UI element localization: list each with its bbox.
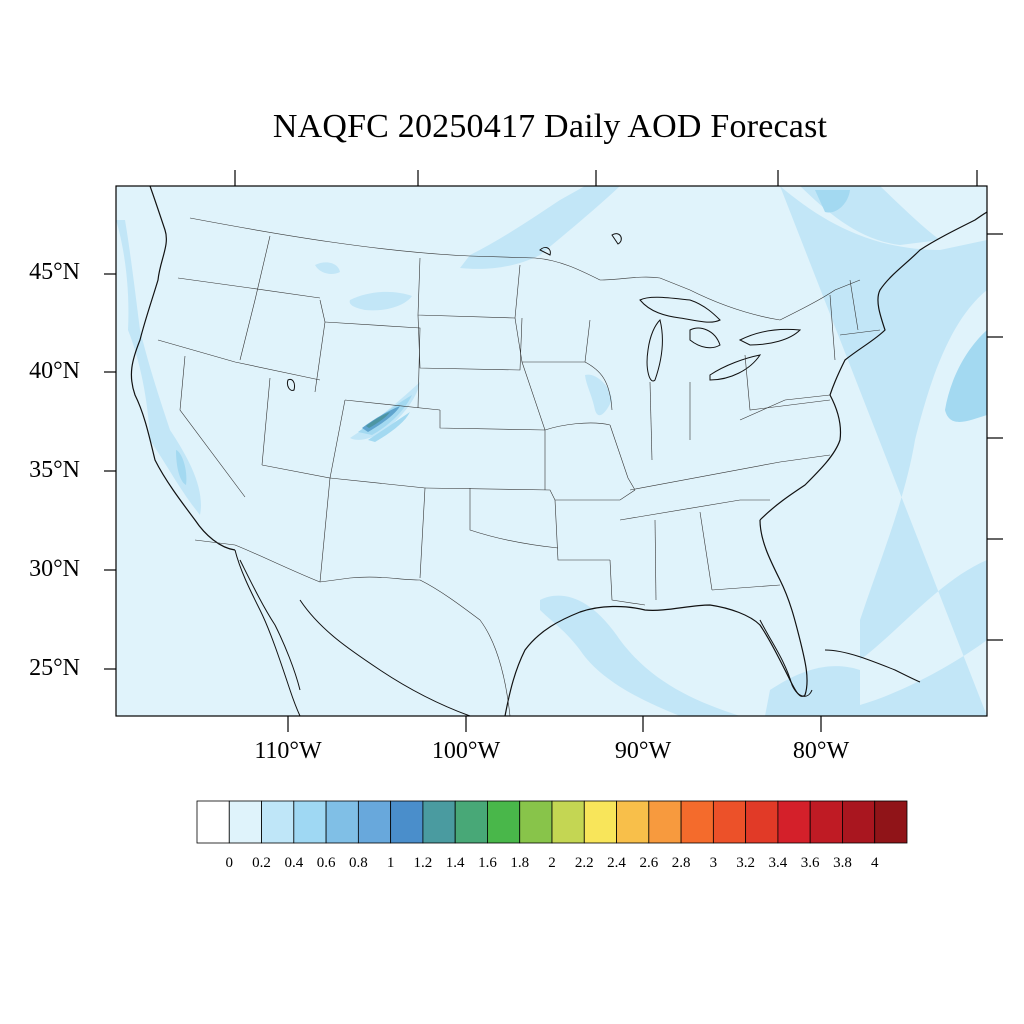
colorbar-box [551,800,585,844]
colorbar-label: 2.4 [607,855,626,871]
colorbar-box [777,800,811,844]
colorado-aod-plume-tail [368,412,410,442]
right-ticks [987,233,1003,641]
colorbar-label: 3 [709,855,718,871]
colorbar-label: 1 [386,855,395,871]
colorbar-label: 1.6 [478,855,497,871]
colorbar-label: 3.2 [736,855,755,871]
lat-ticks [104,273,116,670]
gulf-aod-plume [540,595,740,716]
state-borders [157,217,881,716]
coastlines [130,186,987,716]
colorbar-box [680,800,714,844]
california-aod-plume [116,220,201,515]
colorbar-label: 0.8 [348,855,368,871]
colorado-aod-plume-core [366,412,390,428]
colorbar-label: 3.6 [800,855,820,871]
top-ticks [234,170,978,186]
lon-label-100w: 100°W [431,738,501,764]
canada-aod-core [815,190,850,213]
colorbar-box [809,800,843,844]
colorbar-box [293,800,327,844]
colorbar-box [648,800,682,844]
lon-label-80w: 80°W [792,738,850,764]
colorbar-box [325,800,359,844]
colorbar-label: 2 [548,855,556,871]
midwest-aod-patch [585,374,612,416]
colorbar-label: 2.8 [671,855,691,871]
colorbar-label: 2.6 [639,855,659,871]
colorbar-label: 1.2 [413,855,433,871]
colorbar-box [357,800,392,844]
colorbar-box [616,800,650,844]
colorbar-label: 2.2 [574,855,594,871]
colorbar-label: 1.4 [445,855,465,871]
colorbar-label: 0.6 [316,855,336,871]
montana-aod-patch [349,291,412,311]
california-aod-core [176,450,187,485]
colorbar-box [874,800,908,844]
colorbar-box [454,800,488,844]
lat-label-45: 45°N [29,259,80,285]
colorbar-box [583,800,617,844]
colorbar-box [842,800,876,844]
colorbar-box [422,800,456,844]
colorbar-box [196,800,230,844]
lon-label-90w: 90°W [614,738,672,764]
lat-label-40: 40°N [29,358,80,384]
colorbar-box [487,800,521,844]
lat-label-25: 25°N [29,655,80,681]
colorbar-label: 1.8 [510,855,530,871]
colorbar-box [519,800,553,844]
lon-ticks [287,716,822,732]
lat-label-30: 30°N [29,556,80,582]
colorbar-label: 3.4 [768,855,788,871]
colorbar-label: 3.8 [833,855,852,871]
map-title: NAQFC 20250417 Daily AOD Forecast [272,108,828,145]
colorbar-box [712,800,747,844]
colorbar-box [261,800,295,844]
colorbar-label: 4 [870,855,879,871]
lon-label-110w: 110°W [254,738,322,764]
aod-field [116,186,987,716]
atlantic-aod-core [945,330,987,422]
colorbar-label: 0 [225,855,234,871]
colorbar-label: 0.4 [284,855,304,871]
map-frame [115,185,988,717]
colorbar-box [390,800,424,844]
montana-aod-patch-2 [315,262,340,274]
colorbar-box [228,800,262,844]
lat-label-35: 35°N [29,457,80,483]
northern-aod-band [460,186,620,269]
caribbean-aod-plume [765,666,860,716]
colorbar-label: 0.2 [252,855,271,871]
colorbar-box [745,800,779,844]
colorado-aod-plume-outer [350,382,420,440]
colorbar [196,800,908,844]
